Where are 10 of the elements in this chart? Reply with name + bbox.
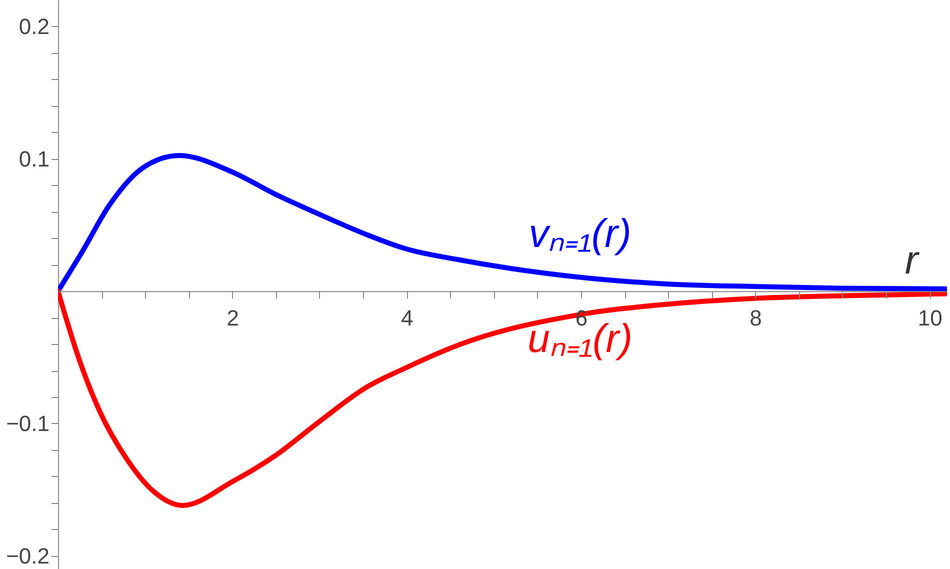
y-tick-label: 0.2	[18, 14, 50, 39]
annotation: vₙ₌₁(r)	[528, 212, 632, 256]
y-tick-label: −0.1	[6, 410, 50, 436]
y-tick-label: −0.2	[6, 543, 50, 568]
x-tick-label: 10	[918, 306, 942, 331]
x-axis-title: r	[904, 238, 920, 283]
x-tick-label: 8	[750, 306, 762, 331]
y-tick-label: 0.1	[18, 146, 50, 172]
x-tick-label: 2	[226, 306, 239, 331]
x-tick-label: 4	[401, 306, 414, 331]
